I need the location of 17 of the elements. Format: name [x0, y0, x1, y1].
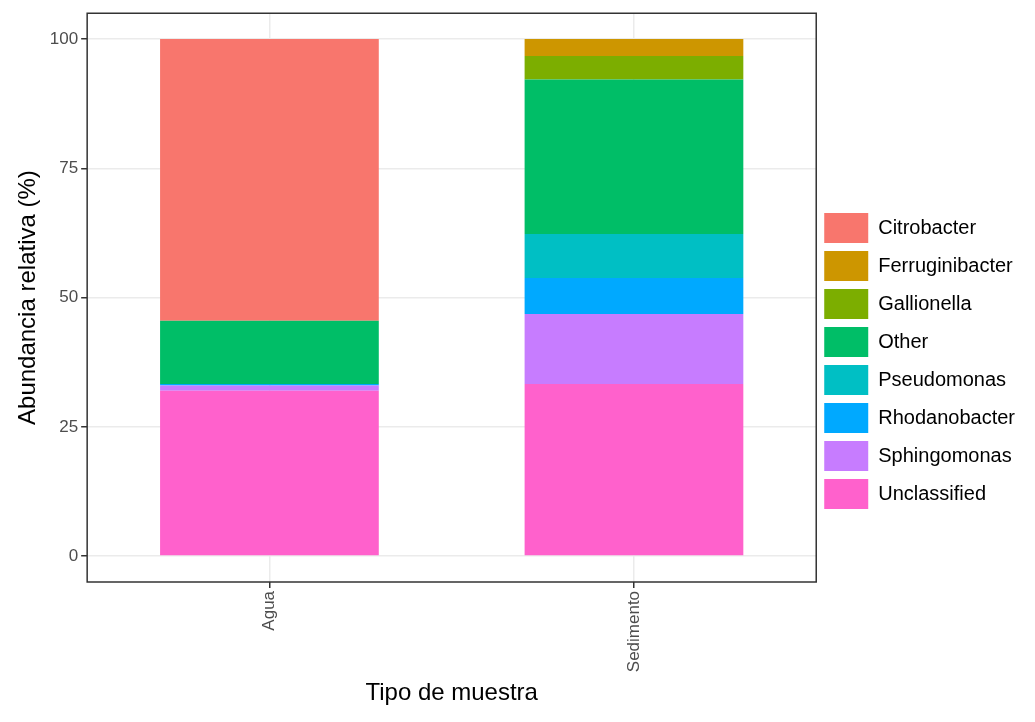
y-tick-label: 25 [59, 416, 79, 436]
x-axis-title: Tipo de muestra [365, 678, 539, 706]
y-tick-label: 100 [49, 28, 79, 48]
legend-label: Sphingomonas [878, 443, 1012, 466]
x-tick-label: Sedimento [623, 590, 643, 673]
legend-label: Citrobacter [878, 215, 977, 238]
legend-label: Pseudomonas [878, 367, 1007, 390]
y-tick-label: 0 [68, 545, 79, 565]
legend-label: Gallionella [878, 291, 973, 314]
y-tick-label: 50 [59, 287, 79, 307]
y-tick-label: 75 [59, 157, 79, 177]
x-tick-label: Agua [259, 590, 279, 631]
legend-label: Other [878, 329, 929, 352]
legend-label: Ferruginibacter [878, 253, 1014, 276]
legend-label: Unclassified [878, 481, 987, 504]
y-axis-title: Abundancia relativa (%) [13, 170, 41, 425]
legend-label: Rhodanobacter [878, 405, 1016, 428]
